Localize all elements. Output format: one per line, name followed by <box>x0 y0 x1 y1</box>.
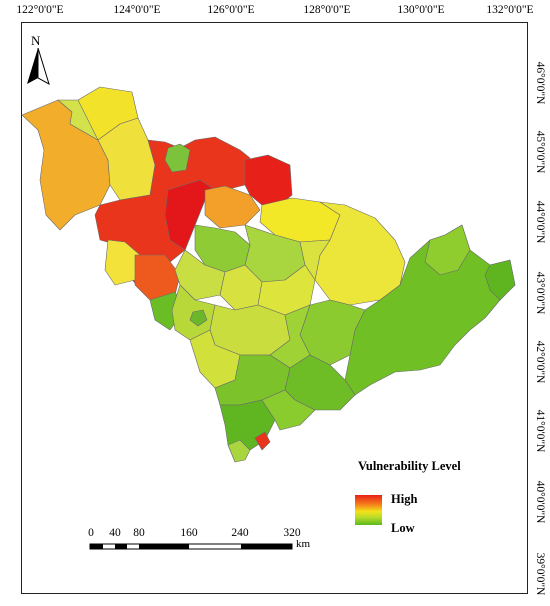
region-green-south-4 <box>261 389 316 431</box>
region-northwest-lightgreen <box>57 99 99 141</box>
region-south-tip <box>227 439 251 463</box>
longitude-tick: 132°0'0"E <box>486 4 534 16</box>
region-green-east-upper <box>424 224 471 276</box>
region-inner-yellow-1 <box>299 239 331 281</box>
north-label: N <box>31 33 41 48</box>
legend-title: Vulnerability Level <box>358 459 461 473</box>
legend-high-label: High <box>391 492 418 506</box>
region-orange-middle <box>204 185 261 229</box>
scale-tick: 240 <box>231 527 249 539</box>
region-inner-lime-1 <box>174 249 226 301</box>
region-small-green-dot <box>189 309 208 327</box>
longitude-tick: 126°0'0"E <box>207 4 255 16</box>
region-green-east-tip <box>484 259 516 301</box>
scale-tick: 80 <box>133 527 145 539</box>
longitude-tick: 128°0'0"E <box>303 4 351 16</box>
scale-tick: 320 <box>283 527 301 539</box>
region-green-pocket <box>164 143 191 173</box>
longitude-tick: 122°0'0"E <box>16 4 64 16</box>
region-red-east <box>244 154 293 206</box>
longitude-tick: 124°0'0"E <box>113 4 161 16</box>
legend-color-ramp <box>355 495 382 525</box>
map-frame <box>21 22 528 594</box>
region-red-spot-south <box>254 431 271 451</box>
scale-tick: 40 <box>109 527 121 539</box>
scale-unit: km <box>296 538 311 550</box>
scale-tick: 0 <box>88 527 94 539</box>
scale-bar-graphic <box>89 543 293 550</box>
longitude-tick: 130°0'0"E <box>397 4 445 16</box>
north-arrow-icon <box>27 48 50 86</box>
scale-tick: 160 <box>180 527 198 539</box>
legend-low-label: Low <box>391 521 415 535</box>
